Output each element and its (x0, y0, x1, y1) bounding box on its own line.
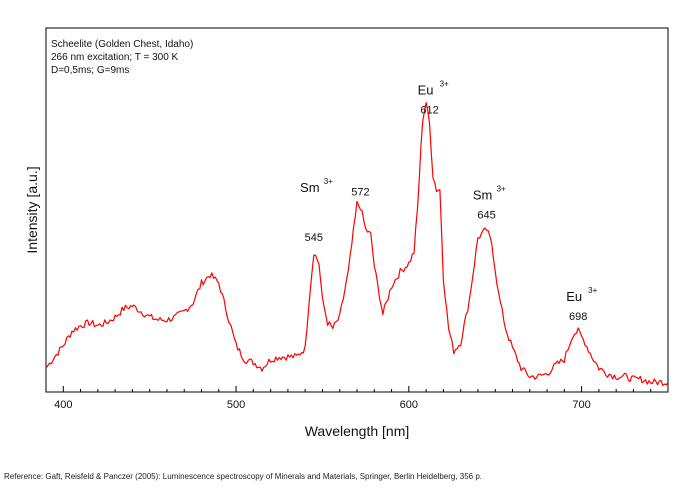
sample-info-line: D=0,5ms; G=9ms (51, 65, 129, 76)
peak-ion-label: Sm (473, 187, 493, 202)
x-axis-label: Wavelength [nm] (305, 423, 410, 439)
peak-ion-charge: 3+ (588, 286, 597, 295)
peak-ion-label: Eu (418, 83, 434, 98)
x-tick-label: 700 (572, 399, 590, 411)
sample-info-line: 266 nm excitation; T = 300 K (51, 52, 179, 63)
sample-info-block: Scheelite (Golden Chest, Idaho) 266 nm e… (51, 39, 193, 76)
peak-wavelength-label: 645 (477, 209, 495, 221)
peak-ion-charge: 3+ (324, 177, 333, 186)
peak-wavelength-label: 545 (305, 232, 323, 244)
peak-wavelength-label: 572 (351, 187, 369, 199)
x-tick-label: 400 (54, 399, 72, 411)
x-tick-label: 600 (400, 399, 418, 411)
x-tick-label: 500 (227, 399, 245, 411)
peak-wavelength-label: 698 (569, 311, 587, 323)
peak-ion-label: Sm (300, 180, 320, 195)
peak-wavelength-label: 612 (420, 105, 438, 117)
emission-spectrum-chart: 400 500 600 700 Scheelite (Golden Chest, Id… (24, 27, 669, 439)
y-axis-label: Intensity [a.u.] (24, 166, 40, 253)
reference-note: Reference: Gaft, Reisfeld & Panczer (200… (4, 472, 483, 481)
plot-frame (45, 27, 669, 393)
sample-info-line: Scheelite (Golden Chest, Idaho) (51, 39, 193, 50)
spectrum-series-line (45, 102, 669, 387)
peak-ion-charge: 3+ (497, 184, 506, 193)
peak-ion-label: Eu (566, 289, 582, 304)
peak-ion-charge: 3+ (440, 80, 449, 89)
